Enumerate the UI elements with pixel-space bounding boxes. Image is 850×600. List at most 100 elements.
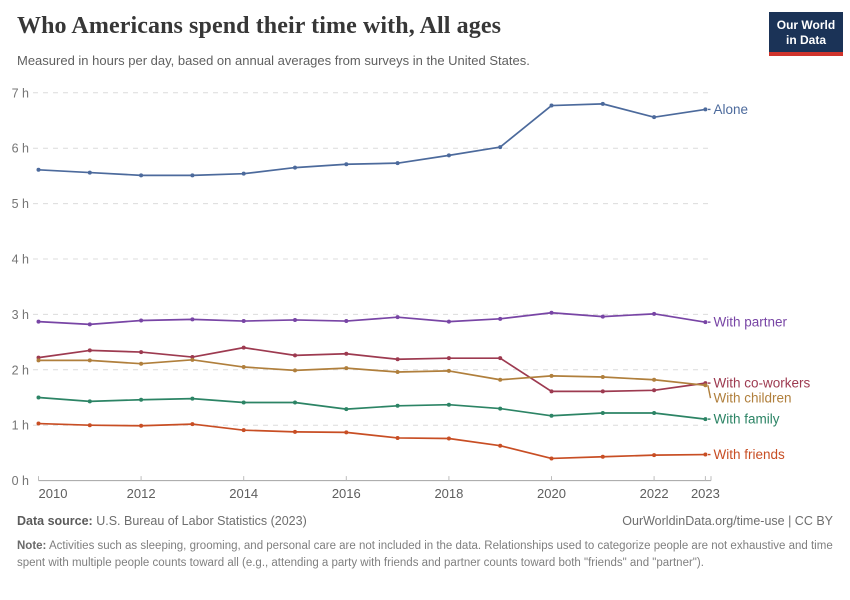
series-point [344, 162, 349, 167]
series-label-with-children[interactable]: With children [714, 391, 792, 406]
series-point [446, 319, 451, 324]
series-point [293, 429, 297, 434]
data-source-label: Data source: [17, 514, 93, 528]
series-point [549, 389, 554, 394]
series-point [36, 421, 41, 426]
x-axis-label: 2022 [640, 486, 669, 501]
series-line-with-co-workers[interactable] [37, 346, 707, 393]
series-point [190, 355, 195, 360]
owid-attribution-link[interactable]: OurWorldinData.org/time-use | CC BY [622, 514, 833, 528]
series-line-alone[interactable] [37, 103, 707, 177]
series-point [241, 171, 246, 176]
series-point [139, 361, 144, 366]
series-point [395, 435, 400, 440]
note-text: Activities such as sleeping, grooming, a… [17, 540, 833, 570]
series-point [498, 406, 503, 411]
series-point [703, 107, 708, 112]
data-source: Data source: U.S. Bureau of Labor Statis… [17, 514, 307, 528]
series-point [652, 377, 657, 382]
series-point [498, 377, 503, 382]
series-point [498, 443, 503, 448]
series-point [395, 403, 400, 408]
series-point [652, 411, 657, 416]
chart-canvas[interactable]: 0 h 1 h 2 h 3 h 4 h 5 h 6 h 7 h 2010 2012 2014 2016… [0, 82, 850, 507]
series-point [446, 436, 451, 441]
series-point [87, 423, 92, 428]
series-point [344, 366, 349, 371]
series-point [600, 454, 605, 459]
series-point [395, 357, 400, 362]
chart-footer: Data source: U.S. Bureau of Labor Statis… [17, 514, 833, 528]
series-point [139, 173, 144, 178]
series-label-connector [707, 385, 712, 399]
series-point [241, 319, 246, 324]
series-point [446, 356, 451, 361]
series-point [549, 456, 554, 461]
series-label-with-co-workers[interactable]: With co-workers [714, 376, 811, 391]
series-point [87, 170, 92, 175]
series-point [600, 411, 605, 416]
series-point [87, 358, 92, 363]
series-point [703, 417, 708, 422]
x-axis-label: 2014 [229, 486, 258, 501]
series-point [36, 358, 41, 363]
series-point [36, 167, 41, 172]
series-label-with-partner[interactable]: With partner [714, 315, 788, 330]
series-point [87, 399, 92, 404]
y-axis-label: 7 h [12, 86, 29, 100]
series-point [190, 317, 195, 322]
series-point [241, 428, 246, 433]
series-point [446, 368, 451, 373]
y-axis-label: 3 h [12, 308, 29, 322]
series-point [600, 375, 605, 380]
series-point [293, 353, 297, 358]
series-point [652, 311, 657, 316]
series-point [395, 161, 400, 166]
series-point [36, 319, 41, 324]
series-point [139, 350, 144, 355]
series-point [652, 115, 657, 120]
owid-logo-line1: Our World [776, 18, 836, 32]
series-point [600, 389, 605, 394]
y-axis-label: 5 h [12, 197, 29, 211]
series-line-with-partner[interactable] [37, 311, 707, 326]
series-line-with-friends[interactable] [37, 422, 707, 460]
series-point [87, 322, 92, 327]
series-point [190, 396, 195, 401]
series-point [600, 314, 605, 319]
series-point [344, 319, 349, 324]
series-point [293, 165, 297, 170]
x-axis-label: 2018 [434, 486, 463, 501]
y-axis-label: 1 h [12, 419, 29, 433]
x-axis-label: 2023 [691, 486, 720, 501]
series-point [446, 402, 451, 407]
series-point [190, 357, 195, 362]
y-axis-label: 4 h [12, 253, 29, 267]
series-label-with-family[interactable]: With family [714, 412, 780, 427]
series-point [652, 388, 657, 393]
series-point [498, 316, 503, 321]
series-point [36, 395, 41, 400]
series-line-with-family[interactable] [37, 396, 707, 420]
series-point [190, 173, 195, 178]
series-label-with-friends[interactable]: With friends [714, 447, 786, 462]
owid-logo[interactable]: Our World in Data [769, 12, 843, 56]
x-axis-label: 2020 [537, 486, 566, 501]
y-axis-label: 0 h [12, 474, 29, 488]
series-point [344, 351, 349, 356]
series-point [395, 315, 400, 320]
series-label-alone[interactable]: Alone [714, 102, 749, 117]
page-title: Who Americans spend their time with, All… [17, 13, 502, 39]
chart-note: Note: Activities such as sleeping, groom… [17, 538, 836, 573]
series-line-with-children[interactable] [37, 358, 707, 387]
x-axis-label: 2016 [332, 486, 361, 501]
series-point [139, 318, 144, 323]
series-point [549, 413, 554, 418]
y-axis-label: 2 h [12, 363, 29, 377]
chart-subtitle: Measured in hours per day, based on annu… [17, 53, 530, 68]
owid-logo-line2: in Data [785, 33, 826, 47]
series-point [293, 368, 297, 373]
series-point [87, 348, 92, 353]
x-axis-label: 2012 [127, 486, 156, 501]
